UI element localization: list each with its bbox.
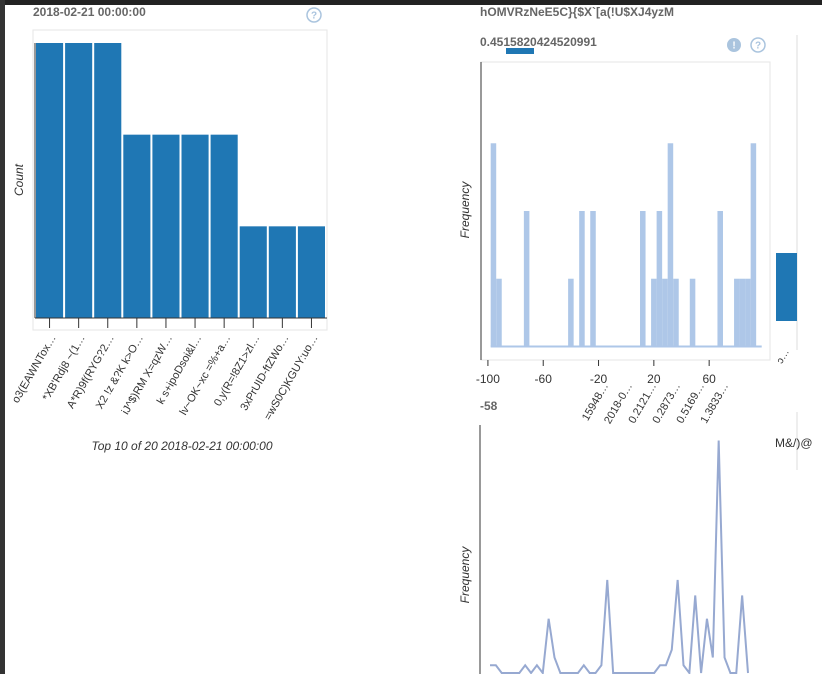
x-axis-label: Top 10 of 20 2018-02-21 00:00:00	[91, 439, 272, 453]
fragment-label: -58	[480, 399, 498, 413]
left-border	[0, 0, 5, 674]
line	[490, 440, 749, 674]
bar	[210, 134, 238, 318]
warning-icon[interactable]: !	[727, 38, 741, 52]
color-key	[506, 48, 534, 54]
bar	[65, 43, 93, 318]
bar	[750, 143, 757, 347]
y-axis-label: Count	[12, 163, 26, 196]
fragment-label: ɔ…	[775, 347, 792, 365]
bar	[667, 143, 674, 347]
bar	[651, 278, 657, 347]
bar	[490, 143, 497, 347]
bar	[640, 211, 646, 347]
x-tick-label: 60	[702, 372, 716, 386]
bar	[152, 134, 180, 318]
bar	[673, 278, 679, 347]
chart-title: hOMVRzNeE5C}{$X`[a(!U$XJ4yzM	[480, 5, 674, 19]
x-tick-label: -60	[535, 372, 553, 386]
bar	[717, 211, 723, 347]
svg-text:?: ?	[311, 11, 317, 22]
bar	[496, 278, 502, 347]
bar	[123, 134, 151, 318]
help-icon[interactable]: ?	[750, 37, 766, 53]
chart-subtitle: 0.4515820424520991	[480, 35, 597, 49]
bar	[590, 211, 596, 347]
help-icon[interactable]: ?	[306, 7, 322, 23]
bar	[745, 278, 751, 347]
x-tick-label: -100	[476, 372, 500, 386]
x-tick-label: 20	[647, 372, 661, 386]
chart-title: 2018-02-21 00:00:00	[33, 5, 146, 19]
bar	[739, 278, 746, 347]
x-tick-label: -20	[590, 372, 608, 386]
fragment-label: M&/)@	[775, 436, 813, 450]
bar	[268, 226, 296, 318]
svg-text:?: ?	[755, 41, 761, 52]
panel-frame	[32, 29, 328, 331]
y-axis-label: Frequency	[458, 181, 472, 239]
bar	[297, 226, 325, 318]
partial-bar	[776, 253, 797, 321]
bar	[689, 278, 696, 347]
bar	[656, 211, 663, 347]
bar	[734, 278, 740, 347]
bar	[662, 278, 668, 347]
bar	[36, 43, 64, 318]
svg-text:!: !	[732, 41, 735, 52]
bar	[568, 278, 574, 347]
bar	[181, 134, 209, 318]
bar	[94, 43, 122, 318]
x-tick-label: =wS0C)KGUY:uo…	[262, 333, 321, 422]
top-bar	[0, 0, 822, 5]
y-axis-label: Frequency	[458, 546, 472, 604]
bar	[579, 211, 585, 347]
bar	[523, 211, 530, 347]
bar	[239, 226, 267, 318]
